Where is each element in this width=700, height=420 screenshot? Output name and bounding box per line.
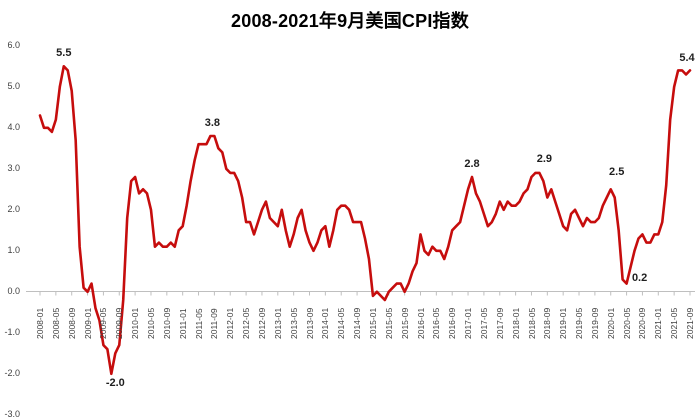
x-tick-label: 2018-01 <box>510 307 521 339</box>
x-tick-label: 2010-05 <box>146 307 156 339</box>
x-tick-label: 2009-09 <box>114 307 125 339</box>
y-tick-label: 0.0 <box>7 286 20 297</box>
x-tick-label: 2008-01 <box>35 307 45 339</box>
x-tick-label: 2021-01 <box>653 307 664 339</box>
y-tick-label: -3.0 <box>4 409 20 420</box>
chart-title: 2008-2021年9月美国CPI指数 <box>231 11 469 31</box>
y-tick-label: 6.0 <box>7 40 20 51</box>
x-tick-label: 2014-01 <box>320 307 331 339</box>
y-tick-label: -1.0 <box>4 327 20 338</box>
point-annotation: 5.5 <box>56 47 72 60</box>
y-tick-label: 4.0 <box>7 122 20 133</box>
x-tick-label: 2015-01 <box>367 307 378 339</box>
point-annotation: 2.8 <box>464 158 480 170</box>
x-tick-label: 2020-05 <box>621 307 632 339</box>
x-tick-label: 2020-09 <box>637 307 648 339</box>
x-tick-label: 2019-09 <box>589 307 600 339</box>
x-tick-label: 2018-05 <box>526 307 537 339</box>
x-tick-label: 2014-09 <box>352 307 363 339</box>
x-tick-label: 2011-09 <box>209 308 220 339</box>
x-tick-label: 2012-09 <box>257 307 267 339</box>
x-tick-label: 2012-01 <box>225 307 236 339</box>
x-tick-label: 2021-05 <box>669 307 680 339</box>
x-tick-label: 2013-05 <box>288 307 299 339</box>
y-tick-label: 3.0 <box>7 163 20 174</box>
x-tick-label: 2009-01 <box>82 307 93 339</box>
x-tick-label: 2016-09 <box>447 307 458 339</box>
y-tick-label: 2.0 <box>7 204 20 215</box>
x-tick-label: 2010-01 <box>130 307 141 339</box>
x-tick-label: 2011-01 <box>177 308 188 339</box>
x-tick-label: 2017-01 <box>463 307 473 339</box>
x-tick-label: 2012-05 <box>241 307 252 339</box>
point-annotation: 5.4 <box>679 52 695 65</box>
y-tick-label: -2.0 <box>4 368 20 379</box>
x-tick-label: 2020-01 <box>605 307 616 339</box>
y-tick-label: 5.0 <box>7 81 20 92</box>
x-tick-label: 2009-05 <box>98 307 109 339</box>
x-tick-label: 2015-05 <box>383 307 394 339</box>
x-tick-label: 2018-09 <box>542 307 553 339</box>
x-tick-label: 2008-05 <box>50 307 61 339</box>
x-tick-label: 2014-05 <box>336 307 347 339</box>
x-tick-label: 2013-09 <box>304 307 315 339</box>
x-tick-label: 2019-05 <box>574 307 584 339</box>
x-tick-label: 2019-01 <box>558 307 569 339</box>
x-tick-label: 2013-01 <box>272 307 283 339</box>
x-tick-label: 2015-09 <box>399 307 410 339</box>
x-tick-label: 2017-05 <box>478 307 489 339</box>
point-annotation: 2.5 <box>609 166 625 179</box>
x-tick-label: 2016-05 <box>431 307 442 339</box>
point-annotation: 2.9 <box>536 152 553 165</box>
point-annotation: 0.2 <box>631 271 648 284</box>
x-tick-label: 2010-09 <box>161 307 172 339</box>
x-tick-label: 2016-01 <box>415 307 426 339</box>
point-annotation: 3.8 <box>204 117 221 129</box>
x-tick-label: 2017-09 <box>494 307 505 339</box>
point-annotation: -2.0 <box>105 376 125 389</box>
cpi-series-line <box>38 65 692 376</box>
x-tick-label: 2011-05 <box>193 308 204 339</box>
x-tick-label: 2021-09 <box>685 307 695 339</box>
x-tick-label: 2008-09 <box>66 307 77 339</box>
y-tick-label: 1.0 <box>7 245 20 256</box>
